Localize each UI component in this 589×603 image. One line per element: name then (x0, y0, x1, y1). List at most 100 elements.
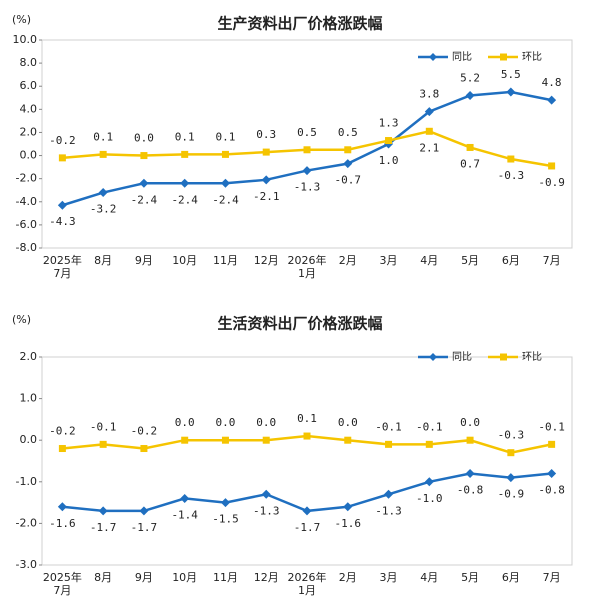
marker (465, 468, 475, 478)
value-label: -1.5 (212, 513, 239, 526)
value-label: 0.0 (256, 416, 276, 429)
x-tick-label: 12月 (254, 254, 279, 267)
chart: 生产资料出厂价格涨跌幅 (%) -8.0 -6.0 -4.0 -2.0 0.0 2.0 4.0 6… (12, 13, 573, 280)
marker (140, 445, 148, 453)
value-label: 5.5 (501, 68, 521, 81)
marker (384, 489, 394, 499)
value-label: -0.9 (498, 488, 525, 501)
marker (99, 150, 107, 158)
x-tick-label: 3月 (380, 254, 398, 267)
marker (99, 440, 107, 448)
x-tick-label: 6月 (502, 254, 520, 267)
marker (98, 188, 108, 198)
legend-marker (500, 53, 507, 61)
y-tick-label: -2.0 (16, 172, 37, 185)
value-label: -0.7 (335, 174, 362, 187)
marker (180, 178, 190, 188)
marker (385, 137, 393, 145)
marker (302, 166, 312, 176)
value-label: 0.0 (216, 416, 236, 429)
chart-title: 生活资料出厂价格涨跌幅 (217, 315, 382, 333)
value-label: 0.1 (216, 130, 236, 143)
y-tick-label: 1.0 (20, 392, 38, 405)
legend-label: 环比 (522, 351, 542, 363)
marker (302, 506, 312, 516)
marker (547, 95, 557, 105)
x-tick-label: 9月 (135, 571, 153, 584)
marker (425, 440, 433, 448)
x-tick-label: 2月 (339, 571, 357, 584)
value-label: -1.3 (375, 504, 402, 517)
plot-frame (41, 356, 573, 566)
value-label: -1.6 (49, 517, 76, 530)
value-label: -2.1 (253, 190, 280, 203)
marker (548, 440, 556, 448)
value-label: 0.7 (460, 157, 480, 170)
x-tick-label: 8月 (94, 571, 112, 584)
x-tick-label: 5月 (461, 571, 479, 584)
marker (180, 493, 190, 503)
value-label: -1.0 (416, 492, 443, 505)
marker (221, 436, 229, 444)
y-tick-label: 6.0 (20, 79, 38, 92)
marker (58, 154, 66, 162)
x-tick-label: 11月 (213, 571, 238, 584)
marker (262, 436, 270, 444)
x-tick-label: 2026年 1月 (288, 570, 327, 597)
value-label: -0.1 (416, 420, 443, 433)
value-label: 0.1 (93, 130, 113, 143)
marker (507, 155, 515, 163)
y-tick-label: 10.0 (13, 33, 38, 46)
value-label: -1.7 (131, 521, 158, 534)
marker (98, 506, 108, 516)
value-label: -0.9 (538, 176, 565, 189)
value-label: 5.2 (460, 71, 480, 84)
legend-label: 同比 (452, 51, 472, 63)
value-label: -0.2 (131, 425, 158, 438)
y-tick-label: -6.0 (16, 218, 37, 231)
x-tick-label: 10月 (172, 571, 197, 584)
value-label: 2.1 (419, 141, 439, 154)
value-label: 0.0 (175, 416, 195, 429)
marker (548, 162, 556, 170)
value-label: -0.2 (49, 425, 76, 438)
y-tick-label: 8.0 (20, 56, 38, 69)
x-tick-label: 7月 (543, 571, 561, 584)
marker (261, 175, 271, 185)
value-label: -0.1 (90, 420, 117, 433)
marker (547, 468, 557, 478)
x-tick-label: 9月 (135, 254, 153, 267)
marker (343, 502, 353, 512)
marker (506, 473, 516, 483)
marker (139, 178, 149, 188)
y-tick-label: -1.0 (16, 475, 37, 488)
marker (181, 150, 189, 158)
legend-marker (500, 353, 507, 361)
legend-label: 环比 (522, 51, 542, 63)
x-tick-label: 12月 (254, 571, 279, 584)
value-label: -0.3 (498, 169, 525, 182)
y-tick-label: -4.0 (16, 195, 37, 208)
marker (425, 127, 433, 135)
value-label: 1.3 (379, 117, 399, 130)
legend-marker (429, 353, 437, 361)
value-label: -2.4 (212, 193, 239, 206)
value-label: 1.0 (379, 154, 399, 167)
marker (303, 146, 311, 154)
value-label: -1.3 (253, 504, 280, 517)
marker (506, 87, 516, 97)
marker (466, 436, 474, 444)
y-tick-label: -3.0 (16, 558, 37, 571)
marker (261, 489, 271, 499)
x-tick-label: 2026年 1月 (288, 253, 327, 280)
value-label: -0.1 (538, 420, 565, 433)
x-tick-label: 11月 (213, 254, 238, 267)
x-tick-label: 8月 (94, 254, 112, 267)
y-tick-label: 0.0 (20, 149, 38, 162)
value-label: -1.7 (294, 521, 321, 534)
marker (220, 498, 230, 508)
value-label: -0.8 (457, 483, 484, 496)
y-tick-label: 2.0 (20, 350, 38, 363)
value-label: -3.2 (90, 203, 117, 216)
